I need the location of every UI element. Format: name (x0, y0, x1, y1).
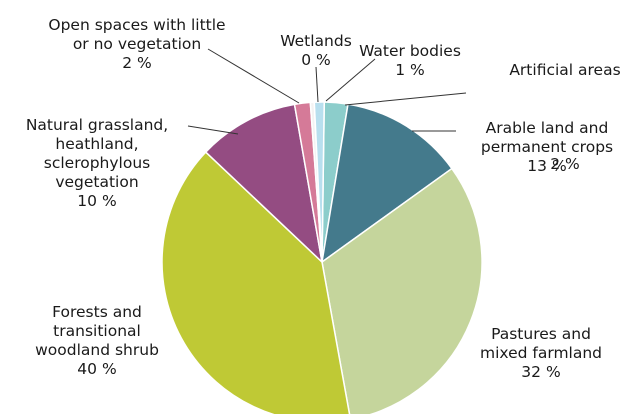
leader-line-natural-grassland-heathland-sclerophylous-vegetation (187, 125, 239, 135)
pie-slice-arable-land-and-permanent-crops (320, 103, 453, 264)
leader-lines (187, 48, 467, 135)
slice-label-water-bodies: Water bodies 1 % (359, 42, 461, 79)
leader-line-artificial-areas (344, 92, 467, 106)
leader-line-water-bodies (325, 58, 376, 102)
slice-label-artificial-areas: Artificial areas 2 % (509, 61, 620, 173)
slice-label-natural-grassland-heathland-sclerophylous-vegetation: Natural grassland, heathland, sclerophylou… (26, 116, 168, 210)
leader-line-wetlands (315, 66, 319, 103)
pie-slice-natural-grassland-heathland-sclerophylous-vegetation (204, 103, 324, 265)
leader-line-open-spaces-with-little-or-no-vegetation (207, 48, 300, 104)
pie-slices (161, 101, 483, 419)
pie-slice-forests-and-transitional-woodland-shrub (161, 151, 352, 419)
pie-slice-pastures-and-mixed-farmland (321, 167, 483, 419)
slice-label-arable-land-and-permanent-crops: Arable land and permanent crops 13 % (481, 119, 613, 175)
slice-labels: Artificial areas 2 %Arable land and perman… (26, 16, 621, 381)
slice-label-wetlands: Wetlands 0 % (280, 32, 352, 69)
slice-label-forests-and-transitional-woodland-shrub: Forests and transitional woodland shrub 40 … (35, 303, 159, 378)
slice-label-pastures-and-mixed-farmland: Pastures and mixed farmland 32 % (480, 325, 602, 381)
pie-slice-water-bodies (313, 101, 325, 263)
slice-label-open-spaces-with-little-or-no-vegetation: Open spaces with little or no vegetation 2… (48, 16, 225, 72)
